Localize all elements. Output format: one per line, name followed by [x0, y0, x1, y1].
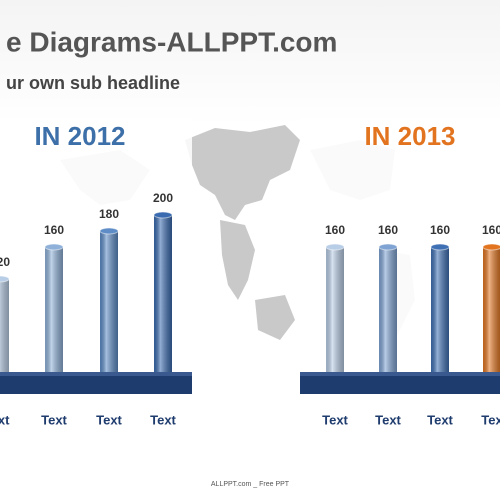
- category-label: Text: [150, 412, 176, 427]
- bar-shade: [326, 247, 344, 375]
- bar-cap: [99, 227, 119, 235]
- bar-shade: [0, 279, 9, 375]
- bar-shade: [45, 247, 63, 375]
- chart-title: IN 2013: [364, 121, 455, 151]
- value-label: 120: [0, 255, 10, 269]
- base-slab-top: [300, 372, 500, 376]
- value-label: 180: [99, 207, 119, 221]
- slide-title: e Diagrams-ALLPPT.com: [6, 26, 337, 57]
- category-label: Text: [375, 412, 401, 427]
- value-label: 160: [430, 223, 450, 237]
- base-slab: [300, 372, 500, 394]
- footer: ALLPPT.com _ Free PPT: [211, 481, 290, 488]
- bar-cap: [482, 243, 500, 251]
- value-label: 160: [482, 223, 500, 237]
- bar-cap: [153, 211, 173, 219]
- value-label: 200: [153, 191, 173, 205]
- bar-shade: [379, 247, 397, 375]
- value-label: 160: [325, 223, 345, 237]
- bar-cap: [0, 275, 10, 283]
- bar-cap: [44, 243, 64, 251]
- category-label: Text: [427, 412, 453, 427]
- bar-shade: [431, 247, 449, 375]
- category-label: Text: [41, 412, 67, 427]
- category-label: Text: [96, 412, 122, 427]
- bar-cap: [325, 243, 345, 251]
- bar-shade: [100, 231, 118, 375]
- chart-title: IN 2012: [34, 121, 125, 151]
- base-slab-top: [0, 372, 192, 376]
- category-label: Text: [322, 412, 348, 427]
- bar-shade: [154, 215, 172, 375]
- bar-cap: [430, 243, 450, 251]
- value-label: 160: [378, 223, 398, 237]
- category-label: Tex: [481, 412, 500, 427]
- slide-subtitle: ur own sub headline: [6, 73, 180, 93]
- value-label: 160: [44, 223, 64, 237]
- bar-shade: [483, 247, 500, 375]
- bar-cap: [378, 243, 398, 251]
- base-slab: [0, 372, 192, 394]
- category-label: ext: [0, 412, 10, 427]
